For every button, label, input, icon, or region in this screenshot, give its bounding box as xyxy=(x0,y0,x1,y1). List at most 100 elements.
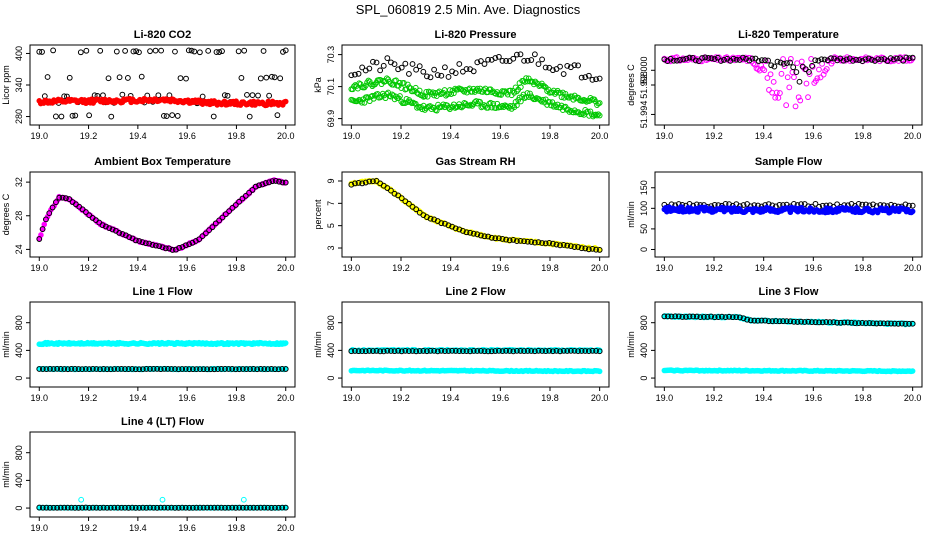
data-point xyxy=(549,67,556,74)
data-point xyxy=(61,366,68,372)
series-cyan-line3-low xyxy=(661,367,916,375)
data-point xyxy=(229,366,236,372)
y-tick-label: 5 xyxy=(326,223,336,228)
data-point xyxy=(97,366,103,373)
data-point xyxy=(776,318,783,325)
x-tick-label: 20.0 xyxy=(277,263,295,273)
plot-frame xyxy=(654,171,923,258)
data-point xyxy=(254,504,261,511)
data-point xyxy=(895,320,902,327)
data-point xyxy=(242,193,249,199)
data-point xyxy=(820,71,827,78)
data-point xyxy=(775,94,782,101)
data-point xyxy=(783,102,790,109)
data-point xyxy=(257,504,264,511)
data-point xyxy=(420,68,427,75)
series-red-trace xyxy=(36,95,289,109)
data-point xyxy=(792,103,799,110)
data-point xyxy=(524,238,531,245)
panel-title: Gas Stream RH xyxy=(435,156,515,168)
data-point xyxy=(189,504,196,511)
data-point xyxy=(510,102,516,109)
data-point xyxy=(268,504,275,511)
data-point xyxy=(448,91,455,97)
data-point xyxy=(355,179,362,186)
y-axis-label: percent xyxy=(313,199,323,230)
data-point xyxy=(200,366,207,373)
data-point xyxy=(711,56,718,62)
data-point xyxy=(427,215,434,222)
data-point xyxy=(155,92,162,99)
data-point xyxy=(244,91,250,98)
data-point xyxy=(82,504,89,511)
data-point xyxy=(413,348,420,355)
series-black-box xyxy=(36,178,289,253)
data-point xyxy=(246,189,252,196)
series-black-rh xyxy=(348,178,603,253)
data-point xyxy=(193,504,200,511)
x-tick-label: 19.8 xyxy=(228,263,246,273)
data-point xyxy=(213,49,220,55)
data-point xyxy=(524,348,531,354)
data-point xyxy=(909,368,916,374)
data-point xyxy=(499,236,506,242)
series-black-pressure xyxy=(348,51,603,83)
data-point xyxy=(440,101,447,108)
x-tick-label: 19.6 xyxy=(805,393,823,403)
data-point xyxy=(86,366,93,373)
y-tick-label: 0 xyxy=(326,376,336,381)
data-point xyxy=(777,90,783,96)
data-point xyxy=(102,223,109,230)
series-black-line2 xyxy=(348,347,603,355)
data-point xyxy=(264,366,271,372)
data-point xyxy=(593,348,599,354)
y-tick-label: 400 xyxy=(14,343,24,358)
data-point xyxy=(156,243,163,249)
data-point xyxy=(463,348,470,355)
data-point xyxy=(812,57,819,64)
data-point xyxy=(106,225,113,232)
data-point xyxy=(696,58,702,64)
data-point xyxy=(582,97,589,104)
data-point xyxy=(903,54,910,61)
data-point xyxy=(909,54,916,61)
data-point xyxy=(752,55,759,62)
data-point xyxy=(111,366,118,372)
series-cyan-line2-low xyxy=(348,367,603,375)
data-point xyxy=(150,365,157,372)
data-point xyxy=(250,504,257,511)
data-point xyxy=(391,61,398,68)
data-point xyxy=(909,202,916,209)
data-point xyxy=(481,61,488,67)
data-point xyxy=(229,504,236,511)
x-tick-label: 19.6 xyxy=(805,131,823,141)
x-tick-label: 20.0 xyxy=(591,263,609,273)
plot-frame xyxy=(341,301,610,388)
data-point xyxy=(906,55,913,62)
data-point xyxy=(172,504,178,511)
data-point xyxy=(900,57,907,64)
data-point xyxy=(126,234,133,241)
data-point xyxy=(801,319,808,325)
data-point xyxy=(207,366,214,373)
data-point xyxy=(888,320,894,327)
y-tick-label: 100 xyxy=(639,201,649,216)
data-point xyxy=(275,504,282,511)
data-point xyxy=(582,74,589,81)
data-point xyxy=(226,208,233,215)
data-point xyxy=(578,348,585,354)
x-tick-label: 19.2 xyxy=(392,393,410,403)
x-tick-label: 19.2 xyxy=(705,131,723,141)
data-point xyxy=(794,319,801,325)
series-yellow-rh xyxy=(348,177,603,253)
data-point xyxy=(107,504,114,511)
data-point xyxy=(149,242,156,248)
data-point xyxy=(224,92,231,99)
data-point xyxy=(64,366,71,373)
data-point xyxy=(147,48,153,55)
data-point xyxy=(157,366,164,373)
y-tick-label: 800 xyxy=(14,445,24,460)
x-tick-label: 19.8 xyxy=(228,393,246,403)
data-point xyxy=(176,245,183,251)
data-point xyxy=(352,180,358,187)
